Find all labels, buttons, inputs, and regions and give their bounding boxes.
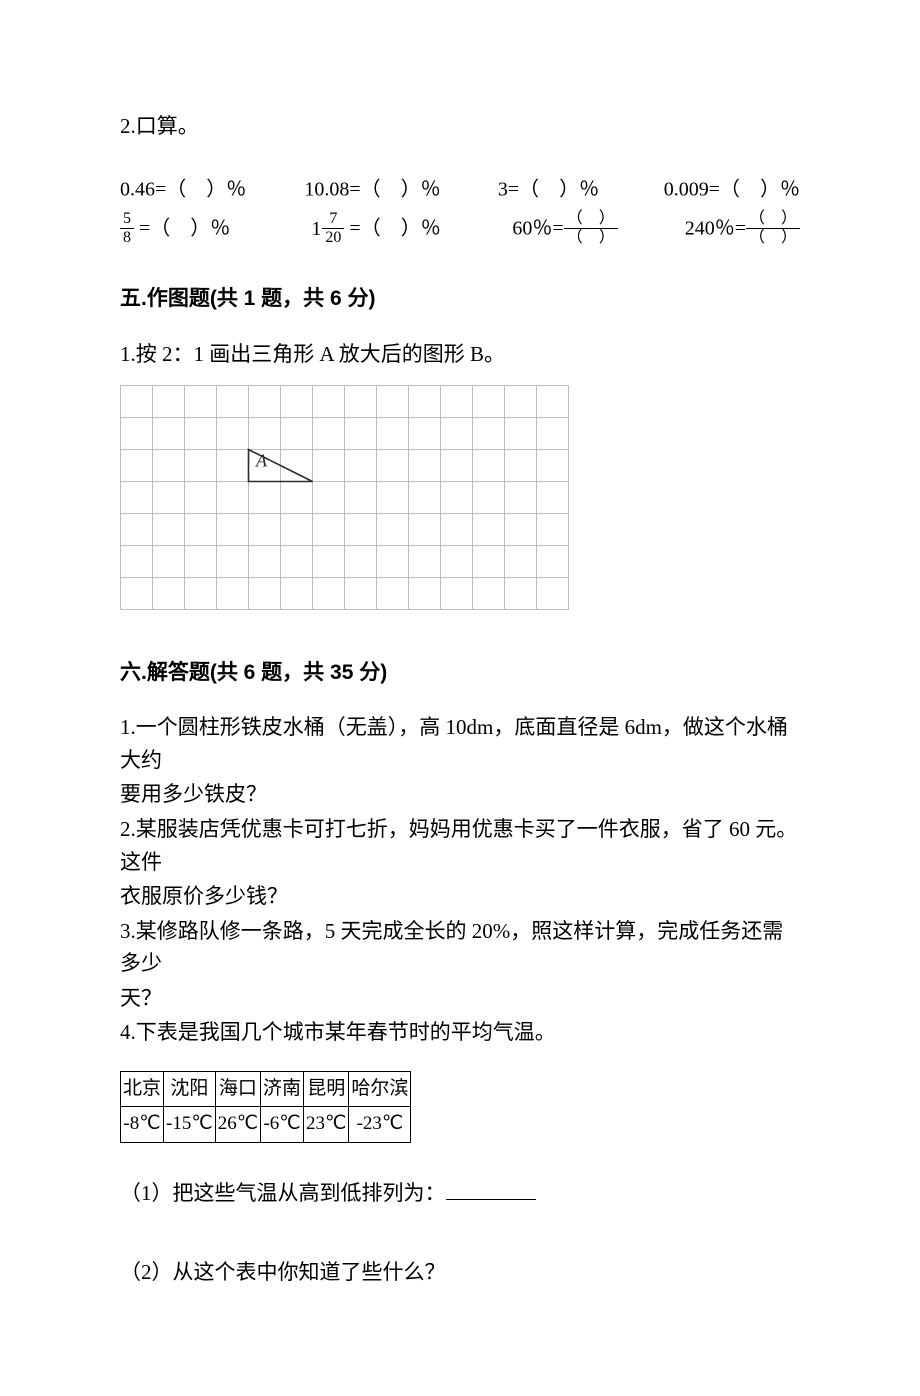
math-blank-pct: （ ）％ <box>166 178 246 200</box>
fraction-blank-1: （ ） （ ） <box>564 211 618 246</box>
s6-q1-line2: 要用多少铁皮？ <box>120 778 800 811</box>
frac-den: 8 <box>120 229 134 246</box>
math-r1c4-lhs: 0.009= <box>664 178 720 200</box>
math-row-1: 0.46=（ ）％ 10.08=（ ）％ 3=（ ）％ 0.009=（ ）％ <box>120 172 800 205</box>
s6-q3-line2: 天？ <box>120 982 800 1015</box>
temp-cell: -23℃ <box>349 1107 411 1142</box>
temp-cell: -15℃ <box>164 1107 216 1142</box>
math-r2c2: 1 7 20 =（ ）％ <box>311 211 512 246</box>
city-cell: 北京 <box>121 1071 164 1106</box>
math-r2c1: 5 8 =（ ）％ <box>120 211 311 246</box>
mixed-int: 1 <box>311 218 321 240</box>
city-cell: 沈阳 <box>164 1071 216 1106</box>
math-r2c1-after: =（ ）％ <box>134 218 230 240</box>
frac-num: 5 <box>120 211 134 229</box>
city-cell: 哈尔滨 <box>349 1071 411 1106</box>
word-problems: 1.一个圆柱形铁皮水桶（无盖），高 10dm，底面直径是 6dm，做这个水桶大约… <box>120 711 800 1048</box>
s6-q2-line1: 2.某服装店凭优惠卡可打七折，妈妈用优惠卡买了一件衣服，省了 60 元。这件 <box>120 813 800 878</box>
frac-den: 20 <box>322 229 344 246</box>
question-2-label: 2.口算。 <box>120 110 800 144</box>
city-cell: 济南 <box>261 1071 304 1106</box>
city-cell: 海口 <box>215 1071 260 1106</box>
fill-blank-line <box>446 1177 536 1200</box>
frac-num: （ ） <box>564 211 618 229</box>
frac-num: 7 <box>322 211 344 229</box>
section-6-heading: 六.解答题(共 6 题，共 35 分) <box>120 656 800 690</box>
frac-den: （ ） <box>746 229 800 246</box>
fraction-5-8: 5 8 <box>120 211 134 246</box>
frac-num: （ ） <box>746 211 800 229</box>
temperature-table: 北京沈阳海口济南昆明哈尔滨 -8℃-15℃26℃-6℃23℃-23℃ <box>120 1071 411 1143</box>
drawing-grid: A <box>120 385 800 622</box>
mental-math-block: 0.46=（ ）％ 10.08=（ ）％ 3=（ ）％ 0.009=（ ）％ 5… <box>120 172 800 246</box>
math-r1c4: 0.009=（ ）％ <box>664 172 800 205</box>
math-row-2: 5 8 =（ ）％ 1 7 20 =（ ）％ 60％= （ ） （ ） 240％… <box>120 211 800 246</box>
s6-q1-line1: 1.一个圆柱形铁皮水桶（无盖），高 10dm，底面直径是 6dm，做这个水桶大约 <box>120 711 800 776</box>
s6-q4: 4.下表是我国几个城市某年春节时的平均气温。 <box>120 1016 800 1049</box>
math-r1c3: 3=（ ）％ <box>498 172 664 205</box>
section-5-heading: 五.作图题(共 1 题，共 6 分) <box>120 282 800 316</box>
math-blank-pct: （ ）％ <box>720 178 800 200</box>
grid-svg: A <box>120 385 570 611</box>
s6-sub1-text: （1）把这些气温从高到低排列为： <box>120 1181 446 1205</box>
math-r1c1-lhs: 0.46= <box>120 178 166 200</box>
math-blank-pct: （ ）％ <box>519 178 599 200</box>
fraction-blank-2: （ ） （ ） <box>746 211 800 246</box>
svg-text:A: A <box>255 451 268 471</box>
s6-sub2: （2）从这个表中你知道了些什么？ <box>120 1256 800 1290</box>
math-r2c4: 240％= （ ） （ ） <box>685 211 800 246</box>
temp-cell: -6℃ <box>261 1107 304 1142</box>
frac-den: （ ） <box>564 229 618 246</box>
s6-q3-line1: 3.某修路队修一条路，5 天完成全长的 20%，照这样计算，完成任务还需多少 <box>120 915 800 980</box>
s6-q2-line2: 衣服原价多少钱？ <box>120 880 800 913</box>
city-cell: 昆明 <box>304 1071 349 1106</box>
fraction-7-20: 7 20 <box>322 211 344 246</box>
math-r2c3: 60％= （ ） （ ） <box>512 211 684 246</box>
math-blank-pct: （ ）％ <box>361 178 441 200</box>
temp-cell: 23℃ <box>304 1107 349 1142</box>
math-r1c2-lhs: 10.08= <box>304 178 360 200</box>
temp-cell: 26℃ <box>215 1107 260 1142</box>
s6-sub1: （1）把这些气温从高到低排列为： <box>120 1177 800 1211</box>
math-r2c4-lhs: 240％= <box>685 218 746 240</box>
math-r2c2-after: =（ ）％ <box>344 218 440 240</box>
math-r1c1: 0.46=（ ）％ <box>120 172 304 205</box>
section-5-q1: 1.按 2：1 画出三角形 A 放大后的图形 B。 <box>120 338 800 372</box>
math-r1c2: 10.08=（ ）％ <box>304 172 498 205</box>
math-r1c3-lhs: 3= <box>498 178 519 200</box>
math-r2c3-lhs: 60％= <box>512 218 563 240</box>
temp-cell: -8℃ <box>121 1107 164 1142</box>
